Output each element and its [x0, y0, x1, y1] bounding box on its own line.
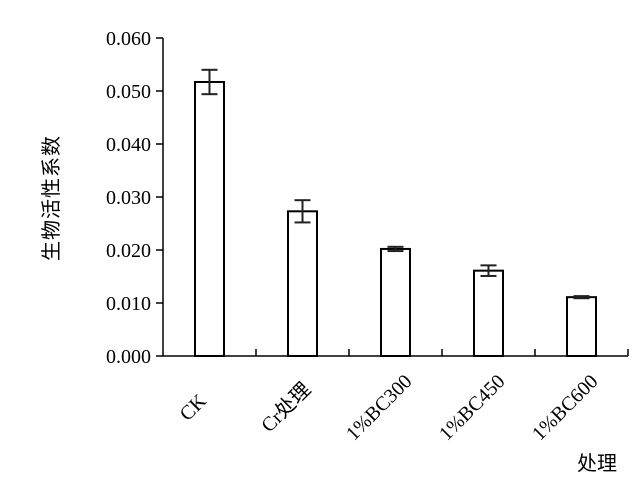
bar — [380, 247, 411, 357]
x-tick-label: 1%BC600 — [528, 371, 602, 445]
y-ticks: 0.000 0.010 0.020 0.030 0.040 0.050 0.060 — [106, 28, 163, 368]
bar — [566, 296, 597, 358]
x-tick-label: CK — [176, 390, 212, 426]
x-axis-label: 处理 — [577, 452, 617, 475]
x-tick-labels: CK Cr处理 1%BC300 1%BC450 1%BC600 — [176, 371, 603, 445]
error-bar — [573, 295, 590, 300]
y-tick-label: 0.010 — [106, 293, 151, 315]
bars — [194, 80, 597, 358]
bar — [473, 269, 504, 358]
error-bars — [201, 68, 590, 300]
y-tick-label: 0.060 — [106, 28, 151, 50]
bar — [194, 80, 225, 358]
y-tick-label: 0.020 — [106, 240, 151, 262]
x-tick-label: 1%BC450 — [435, 371, 509, 445]
y-axis-label: 生物活性系数 — [40, 135, 63, 261]
x-tick-label: Cr处理 — [257, 378, 316, 437]
error-bar — [480, 264, 497, 277]
error-bar — [201, 68, 218, 96]
y-tick-label: 0.000 — [106, 346, 151, 368]
error-bar — [294, 199, 311, 224]
x-tick-label: 1%BC300 — [342, 371, 416, 445]
y-tick-label: 0.040 — [106, 134, 151, 156]
bar — [287, 210, 318, 357]
x-ticks — [255, 349, 629, 356]
y-tick-label: 0.030 — [106, 187, 151, 209]
error-bar — [387, 245, 404, 253]
y-tick-label: 0.050 — [106, 81, 151, 103]
